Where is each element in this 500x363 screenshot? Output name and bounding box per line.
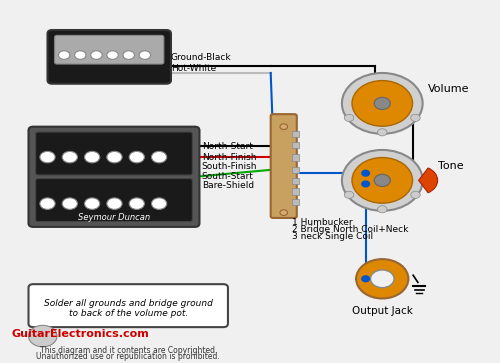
Circle shape [84, 151, 100, 163]
Circle shape [342, 73, 422, 134]
FancyBboxPatch shape [36, 179, 192, 221]
Text: South-Start: South-Start [202, 172, 254, 181]
Bar [292, 199, 298, 205]
Circle shape [280, 210, 287, 216]
Circle shape [374, 97, 390, 110]
Circle shape [410, 114, 420, 122]
Circle shape [107, 151, 122, 163]
FancyBboxPatch shape [54, 36, 164, 64]
Circle shape [40, 151, 55, 163]
Circle shape [362, 170, 370, 176]
Circle shape [74, 51, 86, 60]
FancyBboxPatch shape [36, 132, 192, 175]
Text: Solder all grounds and bridge ground: Solder all grounds and bridge ground [44, 299, 212, 308]
Circle shape [362, 276, 370, 282]
Circle shape [123, 51, 134, 60]
Text: to back of the volume pot.: to back of the volume pot. [68, 309, 188, 318]
Bar [292, 142, 298, 148]
Circle shape [62, 198, 78, 209]
Text: Tone: Tone [438, 161, 464, 171]
Circle shape [40, 198, 55, 209]
Bar [292, 178, 298, 184]
Text: Output Jack: Output Jack [352, 306, 412, 316]
Circle shape [58, 51, 70, 60]
Text: 1 Humbucker: 1 Humbucker [292, 218, 352, 227]
Circle shape [139, 51, 150, 60]
FancyBboxPatch shape [270, 114, 297, 218]
FancyBboxPatch shape [28, 127, 200, 227]
Circle shape [410, 191, 420, 199]
Bar [292, 167, 298, 173]
Bar [292, 188, 298, 195]
Text: Bare-Shield: Bare-Shield [202, 181, 254, 190]
Circle shape [342, 150, 422, 211]
Circle shape [280, 124, 287, 130]
Text: Ground-Black: Ground-Black [171, 53, 232, 62]
Text: Seymour Duncan: Seymour Duncan [78, 213, 150, 223]
Circle shape [378, 206, 387, 213]
FancyBboxPatch shape [48, 30, 171, 84]
Circle shape [90, 51, 102, 60]
Circle shape [378, 129, 387, 136]
Circle shape [129, 151, 144, 163]
Wedge shape [418, 168, 438, 193]
Text: GuitarElectronics.com: GuitarElectronics.com [12, 329, 149, 339]
Circle shape [370, 270, 394, 287]
Bar [292, 131, 298, 138]
Circle shape [129, 198, 144, 209]
Text: South-Finish: South-Finish [202, 162, 258, 171]
Text: Volume: Volume [428, 84, 470, 94]
Text: North-Finish: North-Finish [202, 152, 256, 162]
Circle shape [352, 81, 412, 126]
Bar [292, 154, 298, 161]
Circle shape [152, 198, 166, 209]
Text: 3 neck Single Coil: 3 neck Single Coil [292, 232, 373, 241]
Circle shape [28, 325, 57, 347]
Circle shape [344, 114, 354, 122]
Text: Hot-White: Hot-White [171, 64, 216, 73]
FancyBboxPatch shape [28, 284, 228, 327]
Circle shape [84, 198, 100, 209]
Text: North-Start: North-Start [202, 142, 252, 151]
Circle shape [344, 191, 354, 199]
Circle shape [152, 151, 166, 163]
Circle shape [352, 158, 412, 203]
Circle shape [356, 259, 408, 298]
Circle shape [362, 181, 370, 187]
Circle shape [374, 174, 390, 187]
Circle shape [107, 198, 122, 209]
Text: 2 Bridge North Coil+Neck: 2 Bridge North Coil+Neck [292, 225, 408, 234]
Circle shape [62, 151, 78, 163]
Circle shape [107, 51, 118, 60]
Text: Unauthorized use or republication is prohibited.: Unauthorized use or republication is pro… [36, 352, 220, 361]
Text: This diagram and it contents are Copyrighted.: This diagram and it contents are Copyrig… [40, 346, 217, 355]
